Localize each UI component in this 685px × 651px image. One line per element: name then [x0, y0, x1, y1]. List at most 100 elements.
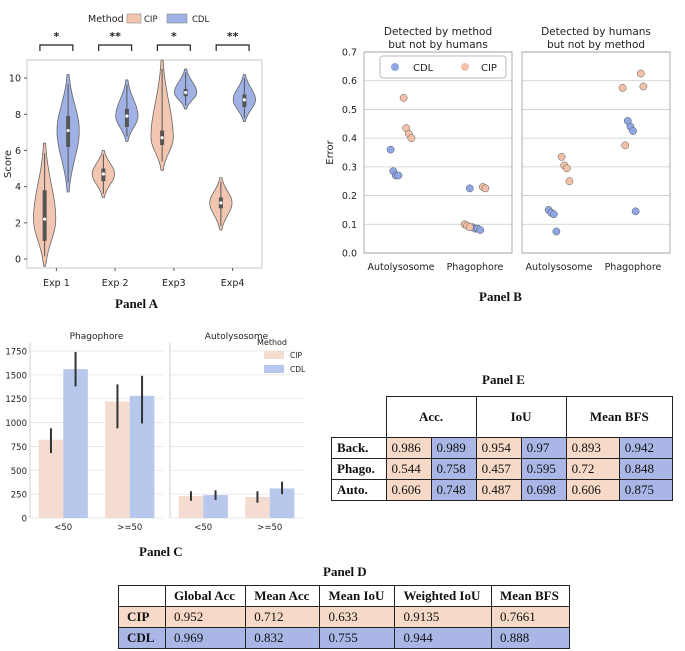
violin-median	[160, 136, 164, 140]
x-tick-label: >=50	[117, 523, 142, 533]
legend-marker-cip	[461, 63, 469, 71]
cell: 0.942	[618, 436, 674, 459]
table-d-corner	[118, 585, 166, 607]
cell: 0.606	[385, 478, 432, 501]
strip-point	[639, 82, 648, 91]
bar-cdl	[63, 369, 88, 518]
y-tick-label: 0.6	[342, 76, 357, 87]
x-tick-label: >=50	[257, 523, 282, 533]
y-tick-label: 0	[15, 254, 21, 265]
panel-a-plot-frame	[26, 59, 263, 269]
y-tick-label: 250	[11, 491, 27, 501]
cell: 0.893	[565, 436, 620, 459]
strip-point	[631, 207, 640, 216]
cell: 0.9135	[394, 606, 492, 628]
legend-swatch-cip	[126, 13, 142, 24]
x-tick-label: Autolysosome	[368, 262, 435, 273]
cell: 0.989	[430, 436, 477, 459]
strip-point	[386, 145, 395, 154]
strip-point	[394, 171, 403, 180]
cell: 0.698	[520, 478, 567, 501]
bar-cdl	[203, 495, 228, 518]
table-e-corner	[331, 396, 387, 438]
cell: 0.875	[618, 478, 674, 501]
panel-a-caption: Panel A	[115, 296, 158, 311]
strip-point	[465, 184, 474, 193]
y-tick-label: 0.3	[342, 162, 357, 173]
strip-point	[565, 177, 574, 186]
significance-label: *	[171, 30, 177, 43]
y-tick-label: 0.0	[342, 249, 357, 260]
cell: 0.7661	[490, 606, 571, 628]
y-tick-label: 1750	[5, 348, 27, 358]
y-tick-label: 0.4	[342, 134, 357, 145]
cell: 0.595	[520, 457, 567, 480]
legend-label-cdl: CDL	[413, 63, 434, 74]
y-tick-label: 0.7	[342, 48, 357, 59]
cell: 0.748	[430, 478, 477, 501]
cell: 0.758	[430, 457, 477, 480]
legend-label-cdl: CDL	[290, 365, 306, 374]
row-label: Auto.	[331, 478, 387, 501]
y-axis-label: Error	[325, 139, 336, 164]
legend-marker-cdl	[391, 63, 399, 71]
strip-point	[562, 164, 571, 173]
legend-title: Method	[257, 338, 287, 347]
cell: 0.832	[245, 627, 321, 649]
significance-label: *	[53, 30, 59, 43]
facet-title: Autolysosome	[205, 332, 269, 342]
legend-swatch-cip	[264, 351, 284, 359]
y-tick-label: 750	[11, 443, 27, 453]
strip-point	[621, 141, 630, 150]
facet-title: Detected by method	[384, 26, 492, 38]
violin-median	[66, 128, 70, 133]
table-d-header: Mean Acc	[245, 585, 321, 607]
table-d-header: Global Acc	[164, 585, 247, 607]
legend-label-cip: CIP	[290, 351, 302, 360]
strip-point	[481, 184, 490, 193]
strip-point	[552, 227, 561, 236]
table-row: Phago. 0.544 0.758 0.457 0.595 0.72 0.84…	[331, 457, 674, 480]
legend-label-cip: CIP	[481, 63, 497, 74]
row-label: CIP	[118, 606, 166, 628]
table-e-header-iou: IoU	[475, 396, 567, 438]
panel-b-caption: Panel B	[479, 289, 522, 304]
violin-median	[242, 98, 246, 102]
cell: 0.487	[475, 478, 522, 501]
significance-bracket	[98, 44, 133, 51]
strip-point	[476, 226, 485, 234]
panel-e-table: Acc. IoU Mean BFS Back. 0.986 0.989 0.95…	[331, 396, 674, 501]
facet-title: but not by humans	[388, 39, 488, 51]
significance-bracket	[156, 44, 191, 51]
table-row: Auto. 0.606 0.748 0.487 0.698 0.606 0.87…	[331, 478, 674, 501]
legend-swatch-cdl	[166, 13, 188, 24]
violin-median	[219, 201, 223, 205]
cell: 0.954	[475, 436, 522, 459]
x-tick-label: Exp4	[221, 278, 245, 289]
legend-title: Method	[88, 14, 124, 25]
significance-label: **	[109, 30, 121, 43]
y-tick-label: 0.5	[342, 105, 357, 116]
cell: 0.544	[385, 457, 432, 480]
facet-title: but not by method	[547, 39, 645, 51]
significance-bracket	[215, 44, 250, 51]
strip-point	[618, 84, 627, 92]
y-tick-label: 500	[11, 467, 27, 477]
table-d-header: Weighted IoU	[394, 585, 492, 607]
y-tick-label: 2	[15, 218, 21, 229]
violin-median	[184, 90, 188, 95]
y-tick-label: 1000	[5, 419, 27, 429]
table-e-header-bfs: Mean BFS	[565, 396, 674, 438]
cell: 0.952	[164, 606, 247, 628]
table-d-header: Mean IoU	[319, 585, 396, 607]
cell: 0.633	[319, 606, 396, 628]
cell: 0.969	[164, 627, 247, 649]
violin-median	[125, 114, 129, 118]
y-tick-label: 1500	[5, 371, 27, 381]
y-tick-label: 10	[9, 74, 21, 85]
strip-point	[629, 127, 637, 135]
strip-point	[549, 210, 558, 219]
y-tick-label: 8	[15, 110, 21, 121]
facet-title: Detected by humans	[541, 26, 651, 38]
